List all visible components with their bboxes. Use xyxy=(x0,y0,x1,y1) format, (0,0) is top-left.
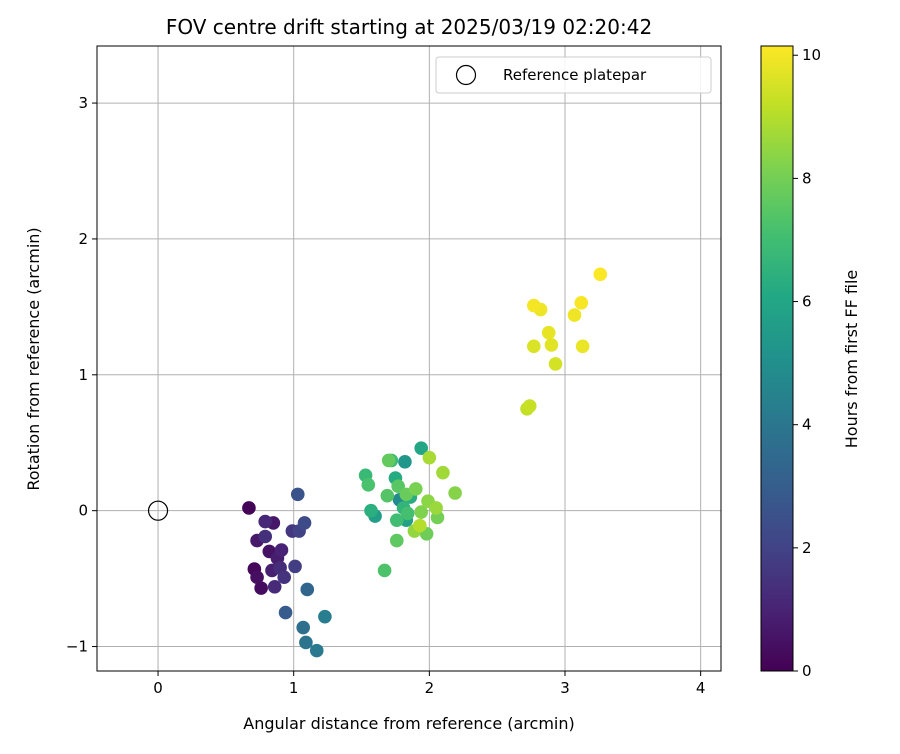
legend: Reference platepar xyxy=(435,56,712,94)
data-point xyxy=(381,453,396,468)
data-point xyxy=(361,478,376,492)
data-point xyxy=(575,339,590,354)
data-point xyxy=(541,325,556,340)
data-point xyxy=(413,518,427,533)
data-point xyxy=(422,450,437,465)
data-point xyxy=(436,465,450,480)
x-tick-label: 2 xyxy=(425,679,435,697)
x-tick-label: 4 xyxy=(696,679,706,697)
data-point xyxy=(267,579,282,594)
colorbar-tick-label: 2 xyxy=(802,539,812,557)
data-point xyxy=(258,529,273,544)
chart-title: FOV centre drift starting at 2025/03/19 … xyxy=(166,15,652,39)
data-points xyxy=(242,267,608,658)
data-point xyxy=(290,487,305,502)
data-point xyxy=(297,516,312,530)
x-tick-label: 1 xyxy=(289,679,299,697)
legend-label-reference: Reference platepar xyxy=(503,66,647,84)
data-point xyxy=(389,533,404,548)
data-point xyxy=(574,295,589,310)
data-point xyxy=(258,514,273,529)
data-point xyxy=(299,635,313,650)
legend-box xyxy=(435,56,712,94)
data-point xyxy=(398,454,412,469)
y-tick-label: 1 xyxy=(78,366,88,384)
data-point xyxy=(364,503,378,518)
data-point xyxy=(527,298,541,313)
colorbar: 0 2 4 6 8 10 Hours from first FF file xyxy=(760,45,861,680)
data-point xyxy=(296,620,310,635)
colorbar-ticks: 0 2 4 6 8 10 xyxy=(793,46,821,680)
data-point xyxy=(278,605,293,620)
y-tick-label: −1 xyxy=(66,638,88,656)
data-point xyxy=(309,643,324,658)
y-axis-label: Rotation from reference (arcmin) xyxy=(24,227,43,490)
reference-platepar-marker xyxy=(147,500,169,521)
y-tick-label: 2 xyxy=(78,230,88,248)
y-axis-ticks: −1 0 1 2 3 xyxy=(66,94,97,656)
data-point xyxy=(377,563,392,578)
colorbar-tick-label: 4 xyxy=(802,416,812,434)
colorbar-tick-label: 6 xyxy=(802,293,812,311)
data-point xyxy=(250,570,264,585)
data-point xyxy=(400,506,415,521)
data-point xyxy=(567,308,582,322)
colorbar-label: Hours from first FF file xyxy=(842,270,861,449)
data-point xyxy=(318,609,332,624)
colorbar-tick-label: 8 xyxy=(802,169,812,187)
data-point xyxy=(300,582,315,597)
reference-marker xyxy=(147,500,169,521)
legend-marker-reference xyxy=(455,64,477,86)
data-point xyxy=(527,339,541,354)
data-point xyxy=(274,543,289,557)
data-point xyxy=(389,513,404,527)
data-point xyxy=(429,501,443,515)
colorbar-tick-label: 0 xyxy=(802,662,812,680)
colorbar-gradient xyxy=(760,45,794,672)
data-point xyxy=(593,267,608,282)
x-axis-label: Angular distance from reference (arcmin) xyxy=(243,714,574,733)
data-point xyxy=(380,488,395,503)
data-point xyxy=(414,505,429,519)
x-tick-label: 3 xyxy=(560,679,570,697)
data-point xyxy=(277,570,292,585)
y-tick-label: 3 xyxy=(78,94,88,112)
data-point xyxy=(408,482,423,496)
data-point xyxy=(414,441,429,455)
x-tick-label: 0 xyxy=(153,679,163,697)
colorbar-tick-label: 10 xyxy=(802,46,821,64)
x-axis-ticks: 0 1 2 3 4 xyxy=(153,671,705,697)
plot-frame xyxy=(96,45,722,672)
grid xyxy=(97,46,721,671)
y-tick-label: 0 xyxy=(78,502,88,520)
data-point xyxy=(448,486,462,500)
data-point xyxy=(288,559,302,574)
data-point xyxy=(254,581,268,595)
data-point xyxy=(242,501,256,515)
data-point xyxy=(548,357,563,371)
data-point xyxy=(544,338,559,352)
data-point xyxy=(522,399,537,413)
